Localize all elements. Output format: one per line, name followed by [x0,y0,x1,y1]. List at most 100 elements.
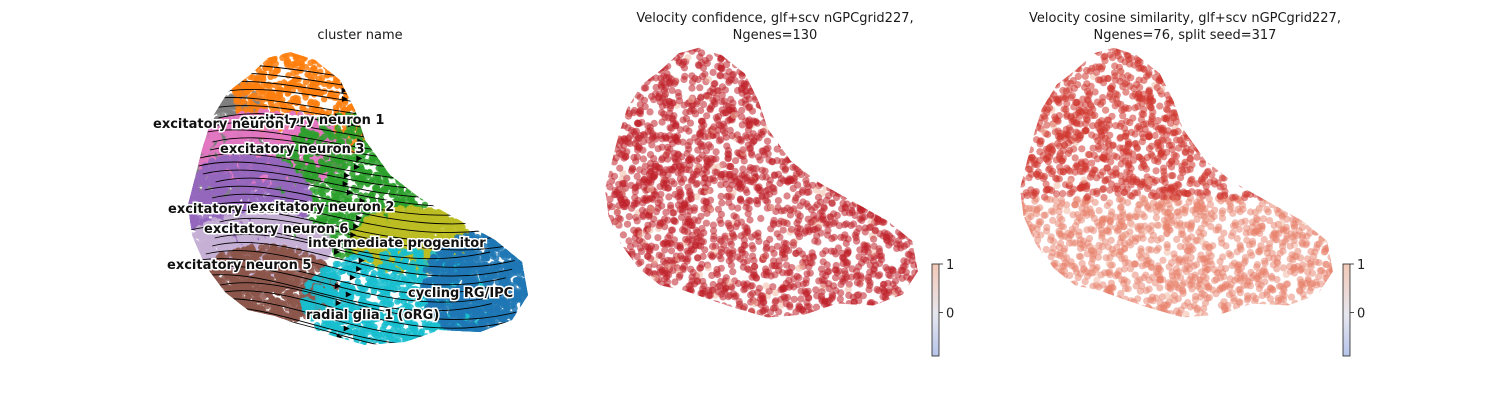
cell-dot [1076,310,1084,318]
cell-dot [605,81,612,90]
cell-dot [771,123,779,131]
cell-dot [1031,197,1039,205]
cell-dot [754,288,762,296]
cell-dot [854,115,862,123]
cell-dot [643,318,650,325]
cell-dot [836,171,844,179]
cell-dot [803,165,811,173]
cell-dot [913,175,918,183]
cell-dot [790,295,798,303]
cell-dot [1325,305,1333,313]
cell-dot [761,47,769,54]
cell-dot [1253,263,1261,271]
cosine-embedding-plot: 10 [1013,47,1365,357]
cell-dot [815,78,823,87]
cell-dot [747,149,755,157]
cell-dot [1232,49,1240,58]
cell-dot [1179,81,1187,89]
cell-dot [912,117,918,125]
cell-dot [1273,130,1281,138]
cell-dot [1302,158,1310,166]
cell-dot [1259,215,1268,223]
cell-dot [613,208,621,217]
cell-dot [712,148,720,156]
cell-dot [848,170,856,178]
cell-dot [786,211,794,219]
cell-dot [1057,276,1065,284]
cell-dot [1142,287,1150,295]
cell-dot [1204,125,1212,133]
cell-dot [916,76,918,84]
cell-dot [664,240,672,248]
cell-dot [660,300,668,308]
cell-dot [1251,120,1259,128]
cell-dot [688,47,696,55]
cell-dot [925,175,932,182]
cell-dot [1262,100,1270,108]
cell-dot [732,223,740,231]
cell-dot [766,235,774,243]
cell-dot [874,193,882,201]
cell-dot [1013,57,1020,64]
cell-dot [608,47,616,53]
cell-dot [635,302,643,310]
cell-dot [867,67,875,75]
cell-dot [619,313,627,318]
cell-dot [616,215,624,223]
cell-dot [836,48,844,56]
cell-dot [836,295,844,303]
cell-dot [1051,47,1059,55]
cell-dot [1035,314,1043,318]
cell-dot [1020,124,1022,132]
cell-dot [627,88,635,96]
cell-dot [802,54,810,63]
cell-dot [615,315,624,318]
cell-dot [722,133,730,141]
cluster-region-9 [419,231,528,340]
cell-dot [888,47,896,50]
cell-dot [1151,157,1159,165]
cell-dot [898,225,906,233]
cell-dot [1236,320,1243,327]
cell-dot [798,107,806,115]
cell-dot [1186,74,1194,83]
cell-dot [1307,307,1315,316]
cell-dot [887,47,895,56]
cell-dot [743,66,751,74]
cell-dot [624,124,632,132]
cell-dot [606,121,614,129]
cell-dot [1020,56,1024,65]
cell-dot [924,238,931,245]
cell-dot [679,116,687,124]
cell-dot [830,247,838,255]
cell-dot [894,75,902,83]
cell-dot [773,47,781,53]
cell-dot [856,121,864,129]
cell-dot [1325,311,1333,318]
cell-dot [1334,116,1341,123]
cell-dot [670,180,678,188]
cell-dot [727,162,735,171]
cell-dot [777,110,785,118]
cell-dot [669,47,677,50]
cell-dot [777,48,785,56]
cell-dot [774,47,783,55]
cell-dot [611,291,619,299]
cell-dot [662,291,670,299]
cell-dot [825,170,833,178]
cell-dot [1260,235,1268,244]
cell-dot [684,39,691,46]
cell-dot [631,240,640,248]
cell-dot [700,314,709,318]
cell-dot [791,157,799,165]
cell-dot [1278,200,1286,208]
cell-dot [597,234,604,241]
cell-dot [1020,316,1021,318]
cell-dot [755,317,763,318]
cell-dot [700,121,708,129]
cell-dot [879,171,888,179]
cell-dot [614,105,622,114]
cell-dot [860,47,868,50]
cell-dot [894,101,902,109]
cell-dot [605,49,607,57]
